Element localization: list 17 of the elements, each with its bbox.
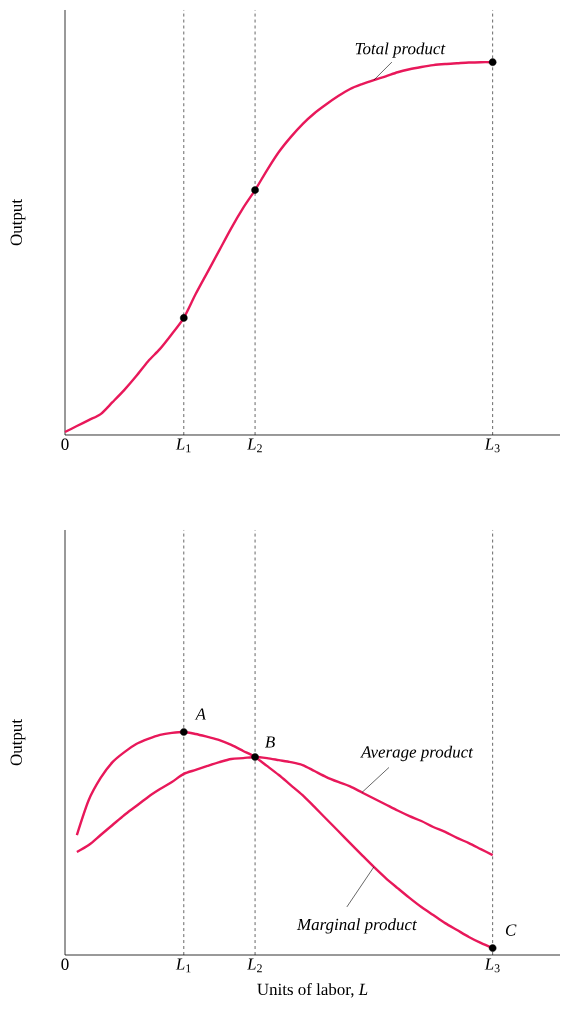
y-axis-title: Output: [10, 719, 26, 766]
x-tick-label: L$_{3}$: [484, 958, 500, 973]
x-tick-label: 0: [61, 958, 69, 970]
text: A: [194, 708, 207, 720]
x-tick-label: L$_{1}$: [175, 958, 191, 973]
annotation: B: [265, 736, 275, 748]
x-tick-label: L$_{3}$: [484, 438, 500, 453]
series-label: Average product: [360, 745, 474, 762]
x-tick-label: 0: [61, 438, 69, 450]
series-label: Total product: [355, 42, 446, 58]
series-label: Marginal product: [296, 918, 418, 934]
x-axis-title: Units of labor, L: [257, 983, 368, 998]
x-tick-label: L$_{2}$: [246, 958, 262, 973]
y-axis-title: Output: [10, 199, 26, 246]
x-tick-label: L$_{2}$: [246, 438, 262, 453]
x-tick-label: L$_{1}$: [175, 438, 191, 453]
text: C: [505, 924, 517, 936]
